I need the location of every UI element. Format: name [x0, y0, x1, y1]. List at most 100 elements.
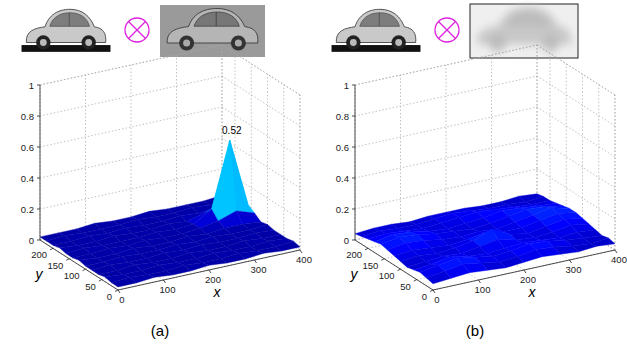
- z-axis-line: [355, 85, 356, 240]
- grid-line: [40, 107, 222, 147]
- grid-line: [537, 76, 615, 126]
- x-tick: [209, 270, 211, 273]
- x-tick-label: 0: [119, 294, 124, 305]
- car-wheel: [391, 35, 405, 49]
- z-tick-label: 0.6: [21, 142, 34, 153]
- y-tick-label: 50: [400, 281, 411, 292]
- wall-edge: [615, 95, 616, 250]
- car-window: [360, 13, 400, 26]
- grid-line: [446, 65, 447, 220]
- window-pillar: [379, 13, 380, 27]
- z-tick: [352, 147, 355, 148]
- z-tick: [352, 178, 355, 179]
- z-tick-label: 0.2: [21, 204, 34, 215]
- x-tick: [524, 270, 526, 273]
- grid-line: [566, 64, 567, 219]
- x-tick: [255, 260, 257, 263]
- grid-line: [283, 85, 284, 240]
- window-pillar: [527, 11, 528, 26]
- y-tick-label: 100: [379, 270, 395, 281]
- x-tick: [118, 290, 120, 293]
- grid-line: [355, 107, 537, 147]
- y-tick: [83, 269, 86, 271]
- car-hub: [183, 39, 190, 46]
- car-image: [470, 4, 578, 58]
- grid-line: [355, 76, 537, 116]
- grid-line: [355, 138, 537, 178]
- car-wheel: [179, 35, 194, 50]
- car-hub: [235, 39, 242, 46]
- wall-edge: [40, 45, 222, 85]
- grid-line: [537, 138, 615, 188]
- car-wheel: [346, 35, 360, 49]
- car-hub: [494, 40, 501, 47]
- window-pillar: [69, 13, 70, 27]
- grid-line: [537, 107, 615, 157]
- x-tick: [615, 250, 617, 253]
- x-tick-label: 400: [611, 254, 627, 265]
- ground: [22, 45, 111, 52]
- correlation-symbol: [125, 18, 149, 42]
- y-axis-label: y: [350, 266, 359, 282]
- y-tick: [414, 280, 417, 282]
- y-tick-label: 100: [64, 270, 80, 281]
- x-tick: [570, 260, 572, 263]
- wall-edge: [355, 200, 537, 240]
- z-tick-label: 0.4: [336, 173, 349, 184]
- y-axis-line: [40, 240, 118, 290]
- z-tick: [352, 209, 355, 210]
- grid-line: [222, 76, 300, 126]
- image-background: [20, 6, 112, 56]
- z-tick: [352, 85, 355, 86]
- grid-line: [251, 64, 252, 219]
- panel-label: (b): [466, 322, 484, 339]
- y-tick-label: 200: [346, 249, 362, 260]
- car-image: [20, 6, 112, 56]
- image-background: [330, 6, 422, 56]
- x-axis-line: [118, 250, 300, 290]
- axes: 010020030040005010015020000.20.40.60.81: [21, 80, 312, 306]
- car-hub: [85, 39, 92, 46]
- grid-line: [491, 55, 492, 210]
- y-tick: [365, 248, 368, 250]
- grid-line: [40, 240, 118, 290]
- grid-line: [85, 75, 86, 230]
- x-tick-label: 300: [251, 264, 267, 275]
- car-hub: [40, 39, 47, 46]
- y-tick-label: 200: [31, 249, 47, 260]
- x-tick: [433, 290, 435, 293]
- grid-line: [355, 45, 537, 85]
- z-tick: [352, 240, 355, 241]
- car-image: [330, 6, 422, 56]
- car-wheel: [543, 36, 559, 52]
- grid-line: [582, 74, 583, 229]
- z-tick: [37, 209, 40, 210]
- grid-line: [355, 169, 537, 209]
- car-body: [167, 9, 258, 44]
- grid-line: [222, 45, 300, 95]
- x-axis-label: x: [528, 284, 537, 300]
- ground: [332, 45, 421, 52]
- grid-line: [355, 200, 537, 240]
- otimes-cross: [439, 22, 456, 39]
- x-axis-line: [433, 250, 615, 290]
- grid: [355, 45, 615, 290]
- input-images: [20, 4, 578, 58]
- car-window: [50, 13, 90, 26]
- y-tick-label: 0: [422, 291, 427, 302]
- z-tick: [352, 116, 355, 117]
- car-hub: [547, 40, 554, 47]
- grid: [40, 45, 300, 290]
- car-shape: [22, 9, 111, 52]
- z-tick: [37, 178, 40, 179]
- z-tick: [37, 85, 40, 86]
- wall-edge: [300, 95, 301, 250]
- wall-edge: [222, 45, 300, 95]
- surface-cell: [212, 140, 237, 221]
- figure: 010020030040005010015020000.20.40.60.81x…: [0, 0, 627, 346]
- panel-label: (a): [151, 322, 169, 339]
- car-window: [194, 12, 239, 26]
- z-tick: [37, 240, 40, 241]
- grid-line: [40, 169, 222, 209]
- car-image: [160, 5, 265, 57]
